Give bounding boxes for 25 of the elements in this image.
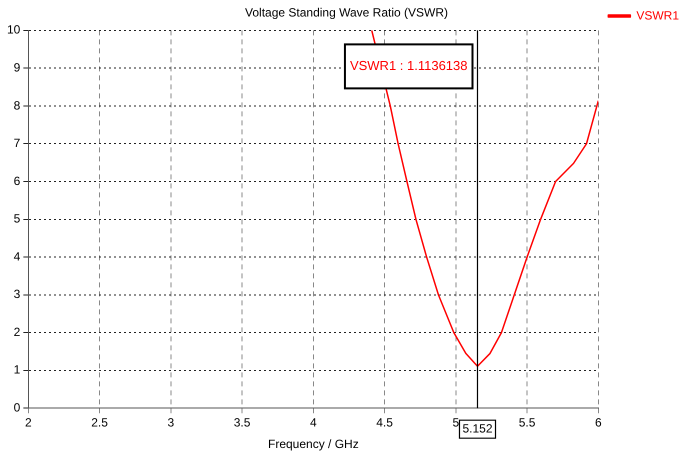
y-tick-label: 2 [14,324,21,339]
x-tick-label: 2.5 [91,416,108,430]
x-tick-label: 2 [25,416,32,430]
y-tick-label: 4 [14,249,21,264]
y-tick-label: 0 [14,400,21,415]
y-tick-label: 7 [14,136,21,150]
annotation: VSWR1 : 1.1136138 [350,58,468,73]
x-tick-label: 5 [452,416,460,430]
x-tick-label: 4 [310,416,317,430]
y-tick-label: 8 [14,98,21,112]
x-tick-label: 5.5 [518,416,536,430]
y-tick-label: 3 [14,287,21,302]
y-tick-label: 5 [14,212,21,226]
x-tick-label: 3 [168,416,174,430]
legend-label: VSWR1 [636,8,680,22]
x-tick-label: 4.5 [376,416,394,430]
y-tick-label: 1 [14,362,21,377]
x-tick-label: 3.5 [234,416,251,430]
chart-title: Voltage Standing Wave Ratio (VSWR) [245,6,448,20]
x-tick-label: 6 [594,416,602,430]
y-tick-label: 10 [6,22,21,37]
y-tick-label: 9 [14,60,21,74]
ref-line-label: 5.152 [462,422,493,436]
x-axis-title: Frequency / GHz [268,437,359,452]
y-tick-label: 6 [14,174,21,188]
